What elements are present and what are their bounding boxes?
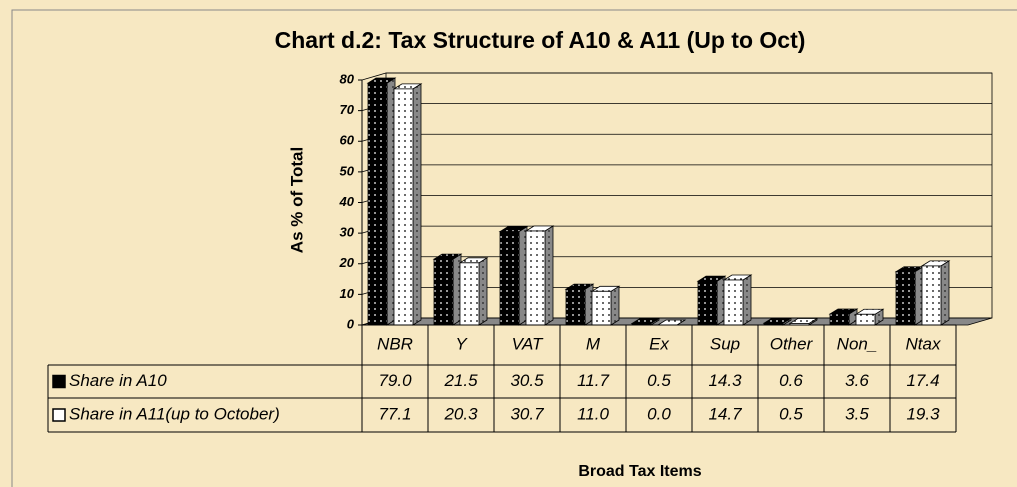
table-value: 19.3 [906,404,940,423]
table-value: 0.6 [779,371,803,390]
grid-line [361,72,387,81]
bar [591,290,612,326]
bar-side [610,285,620,326]
legend-label: Share in A11(up to October) [69,404,280,423]
y-tick-label: 80 [340,71,355,86]
table-value: 77.1 [378,404,411,423]
x-tick-label: Y [455,334,468,353]
table-value: 20.3 [443,404,478,423]
table-value: 30.5 [510,371,544,390]
bar [829,313,850,326]
x-tick-label: Non_ [837,334,878,353]
bar [499,231,520,326]
x-tick-label: NBR [377,334,413,353]
bar [367,82,388,326]
frame [11,9,1017,487]
y-tick-label: 60 [340,133,355,148]
table-value: 17.4 [906,371,939,390]
table-value: 21.5 [443,371,478,390]
plot: 0 10 20 30 40 50 60 70 80 NBR 79.0 77.1 Y 21.5 20.3 VAT… [47,71,993,433]
bar-side [940,260,950,326]
table-value: 3.5 [845,404,869,423]
bar-side [742,274,752,326]
bar [697,280,718,326]
bar [895,271,916,326]
legend-key [52,374,66,389]
x-tick-label: M [586,334,601,353]
y-tick-label: 50 [340,163,355,178]
x-tick-label: Sup [710,334,740,353]
bar [459,262,480,326]
chart-title: Chart d.2: Tax Structure of A10 & A11 (U… [275,27,806,53]
y-tick-label: 10 [340,286,355,301]
legend-label: Share in A10 [69,371,167,390]
legend-key [52,408,66,422]
y-tick-label: 70 [340,102,355,117]
y-tick-label: 30 [340,225,355,240]
y-axis-label: As % of Total [287,147,306,253]
bar [723,279,744,326]
x-tick-label: Ntax [906,334,941,353]
x-axis-label: Broad Tax Items [578,463,701,480]
table-value: 30.7 [510,404,544,423]
bar-side [478,257,488,326]
bar [433,258,454,326]
bar [565,288,586,326]
table-value: 0.0 [647,404,671,423]
table-value: 3.6 [845,371,869,390]
x-tick-label: Other [770,334,814,353]
y-tick-label: 40 [339,194,355,209]
y-tick-label: 20 [339,255,355,270]
y-tick-label: 0 [347,316,355,331]
table-value: 11.0 [577,404,609,423]
bar-side [412,83,422,326]
bar-side [544,225,554,326]
bar [855,313,876,326]
table-value: 0.5 [647,371,671,390]
table-value: 14.3 [708,371,742,390]
table-value: 0.5 [779,404,803,423]
x-tick-label: VAT [512,334,544,353]
table-value: 14.7 [708,404,742,423]
table-value: 79.0 [378,371,412,390]
bar [525,230,546,326]
bar [921,265,942,326]
x-tick-label: Ex [649,334,669,353]
bar [393,88,414,326]
table-value: 11.7 [577,371,609,390]
